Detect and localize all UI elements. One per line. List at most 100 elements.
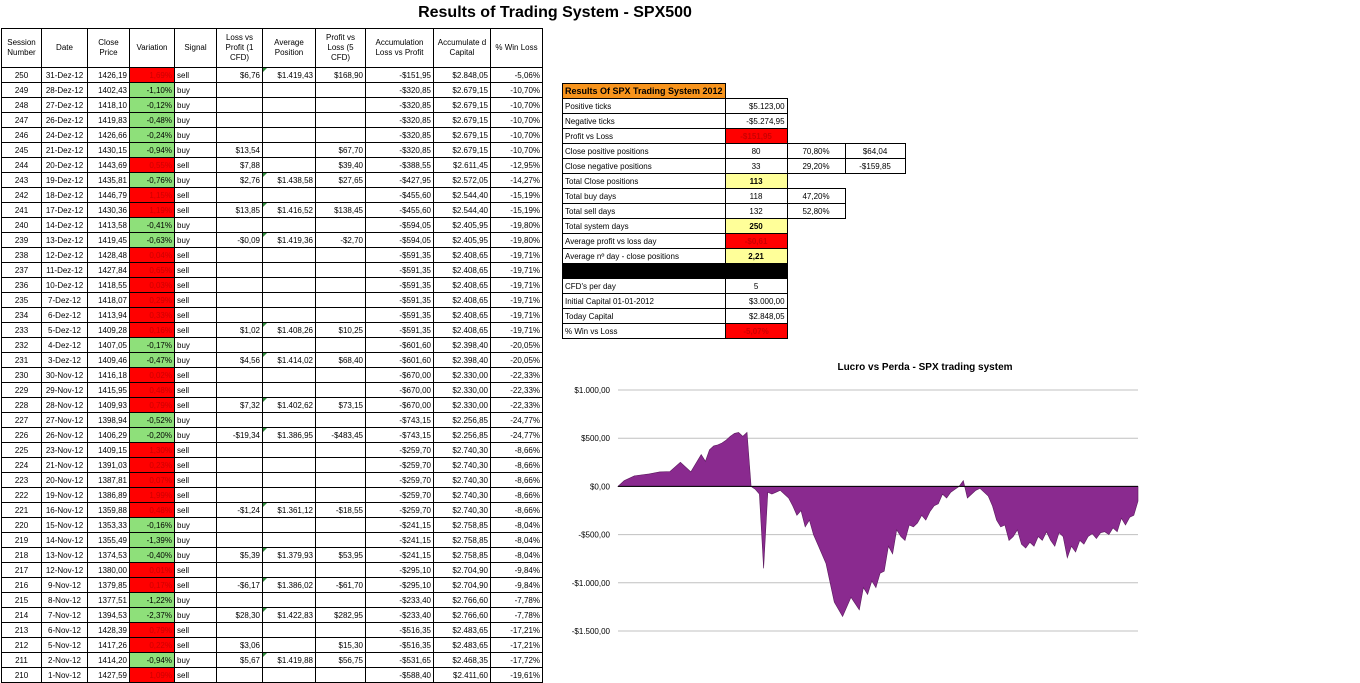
date-cell: 9-Nov-12 bbox=[41, 577, 88, 593]
variation-cell: -0,40% bbox=[129, 547, 175, 563]
table-header-row: Session Number Date Close Price Variation Si… bbox=[1, 28, 543, 68]
capital-cell: $2.398,40 bbox=[433, 352, 491, 368]
accumulation-cell: -$388,55 bbox=[365, 157, 434, 173]
session-cell: 232 bbox=[1, 337, 42, 353]
average-position-cell bbox=[262, 667, 316, 683]
accumulation-cell: -$670,00 bbox=[365, 382, 434, 398]
date-cell: 24-Dez-12 bbox=[41, 127, 88, 143]
close-price-cell: 1426,66 bbox=[87, 127, 130, 143]
profit-loss-cell: $138,45 bbox=[315, 202, 366, 218]
summary-separator bbox=[562, 263, 906, 279]
summary-value: 250 bbox=[724, 218, 788, 234]
loss-profit-cell: -$0,09 bbox=[216, 232, 263, 248]
close-price-cell: 1435,81 bbox=[87, 172, 130, 188]
win-loss-cell: -24,77% bbox=[490, 427, 543, 443]
win-loss-cell: -8,66% bbox=[490, 502, 543, 518]
variation-cell: 0,04% bbox=[129, 247, 175, 263]
accumulation-cell: -$601,60 bbox=[365, 337, 434, 353]
table-row: 210 1-Nov-12 1427,59 1,09% sell -$588,40 $2.41… bbox=[1, 667, 543, 683]
profit-loss-cell bbox=[315, 487, 366, 503]
column-header: Signal bbox=[174, 28, 217, 68]
loss-profit-cell bbox=[216, 262, 263, 278]
capital-cell: $2.330,00 bbox=[433, 367, 491, 383]
variation-cell: 0,55% bbox=[129, 157, 175, 173]
loss-profit-cell bbox=[216, 382, 263, 398]
win-loss-cell: -17,21% bbox=[490, 622, 543, 638]
win-loss-cell: -24,77% bbox=[490, 412, 543, 428]
capital-cell: $2.408,65 bbox=[433, 247, 491, 263]
win-loss-cell: -10,70% bbox=[490, 112, 543, 128]
win-loss-cell: -22,33% bbox=[490, 367, 543, 383]
capital-cell: $2.740,30 bbox=[433, 487, 491, 503]
date-cell: 8-Nov-12 bbox=[41, 592, 88, 608]
date-cell: 20-Dez-12 bbox=[41, 157, 88, 173]
close-price-cell: 1428,48 bbox=[87, 247, 130, 263]
loss-profit-cell: $28,30 bbox=[216, 607, 263, 623]
summary-row: Total Close positions 113 bbox=[562, 173, 906, 189]
variation-cell: 0,29% bbox=[129, 292, 175, 308]
variation-cell: -0,48% bbox=[129, 112, 175, 128]
summary-label: Total sell days bbox=[562, 203, 726, 219]
accumulation-cell: -$591,35 bbox=[365, 262, 434, 278]
accumulation-cell: -$151,95 bbox=[365, 67, 434, 83]
summary-row: Positive ticks $5.123,00 bbox=[562, 98, 906, 114]
average-position-cell bbox=[262, 307, 316, 323]
column-header: Variation bbox=[129, 28, 175, 68]
variation-cell: 0,79% bbox=[129, 397, 175, 413]
date-cell: 4-Dez-12 bbox=[41, 337, 88, 353]
close-price-cell: 1413,94 bbox=[87, 307, 130, 323]
win-loss-cell: -22,33% bbox=[490, 397, 543, 413]
date-cell: 29-Nov-12 bbox=[41, 382, 88, 398]
average-position-cell: $1.422,83 bbox=[262, 607, 316, 623]
variation-cell: 0,48% bbox=[129, 502, 175, 518]
average-position-cell bbox=[262, 562, 316, 578]
variation-cell: -0,76% bbox=[129, 172, 175, 188]
loss-profit-cell bbox=[216, 247, 263, 263]
win-loss-cell: -10,70% bbox=[490, 127, 543, 143]
profit-loss-cell bbox=[315, 517, 366, 533]
variation-cell: 0,16% bbox=[129, 322, 175, 338]
capital-cell: $2.408,65 bbox=[433, 292, 491, 308]
close-price-cell: 1409,93 bbox=[87, 397, 130, 413]
close-price-cell: 1353,33 bbox=[87, 517, 130, 533]
loss-profit-cell bbox=[216, 532, 263, 548]
column-header: Profit vs Loss (5 CFD) bbox=[315, 28, 366, 68]
table-row: 220 15-Nov-12 1353,33 -0,16% buy -$241,15 $2.7… bbox=[1, 517, 543, 533]
close-price-cell: 1398,94 bbox=[87, 412, 130, 428]
close-price-cell: 1402,43 bbox=[87, 82, 130, 98]
profit-loss-cell: -$61,70 bbox=[315, 577, 366, 593]
accumulation-cell: -$594,05 bbox=[365, 232, 434, 248]
accumulation-cell: -$241,15 bbox=[365, 532, 434, 548]
session-cell: 229 bbox=[1, 382, 42, 398]
close-price-cell: 1418,07 bbox=[87, 292, 130, 308]
close-price-cell: 1416,18 bbox=[87, 367, 130, 383]
table-row: 237 11-Dez-12 1427,84 0,65% sell -$591,35 $2.4… bbox=[1, 262, 543, 278]
signal-cell: sell bbox=[174, 382, 217, 398]
table-row: 222 19-Nov-12 1386,89 1,99% sell -$259,70 $2.7… bbox=[1, 487, 543, 503]
accumulation-cell: -$743,15 bbox=[365, 412, 434, 428]
average-position-cell bbox=[262, 637, 316, 653]
accumulation-cell: -$591,35 bbox=[365, 292, 434, 308]
column-header: Accumulation Loss vs Profit bbox=[365, 28, 434, 68]
table-row: 244 20-Dez-12 1443,69 0,55% sell $7,88 $39,40-… bbox=[1, 157, 543, 173]
session-cell: 219 bbox=[1, 532, 42, 548]
close-price-cell: 1419,45 bbox=[87, 232, 130, 248]
profit-loss-cell: -$2,70 bbox=[315, 232, 366, 248]
profit-loss-cell bbox=[315, 277, 366, 293]
capital-cell: $2.679,15 bbox=[433, 112, 491, 128]
date-cell: 21-Dez-12 bbox=[41, 142, 88, 158]
table-row: 243 19-Dez-12 1435,81 -0,76% buy $2,76 $1.438,… bbox=[1, 172, 543, 188]
signal-cell: sell bbox=[174, 187, 217, 203]
session-cell: 230 bbox=[1, 367, 42, 383]
accumulation-cell: -$295,10 bbox=[365, 562, 434, 578]
summary-row: Close negative positions 33 29,20% -$159,85 bbox=[562, 158, 906, 174]
capital-cell: $2.611,45 bbox=[433, 157, 491, 173]
average-position-cell: $1.438,58 bbox=[262, 172, 316, 188]
date-cell: 15-Nov-12 bbox=[41, 517, 88, 533]
variation-cell: -0,63% bbox=[129, 232, 175, 248]
profit-loss-cell bbox=[315, 382, 366, 398]
accumulation-cell: -$259,70 bbox=[365, 472, 434, 488]
profit-loss-cell: $53,95 bbox=[315, 547, 366, 563]
average-position-cell: $1.379,93 bbox=[262, 547, 316, 563]
session-cell: 244 bbox=[1, 157, 42, 173]
